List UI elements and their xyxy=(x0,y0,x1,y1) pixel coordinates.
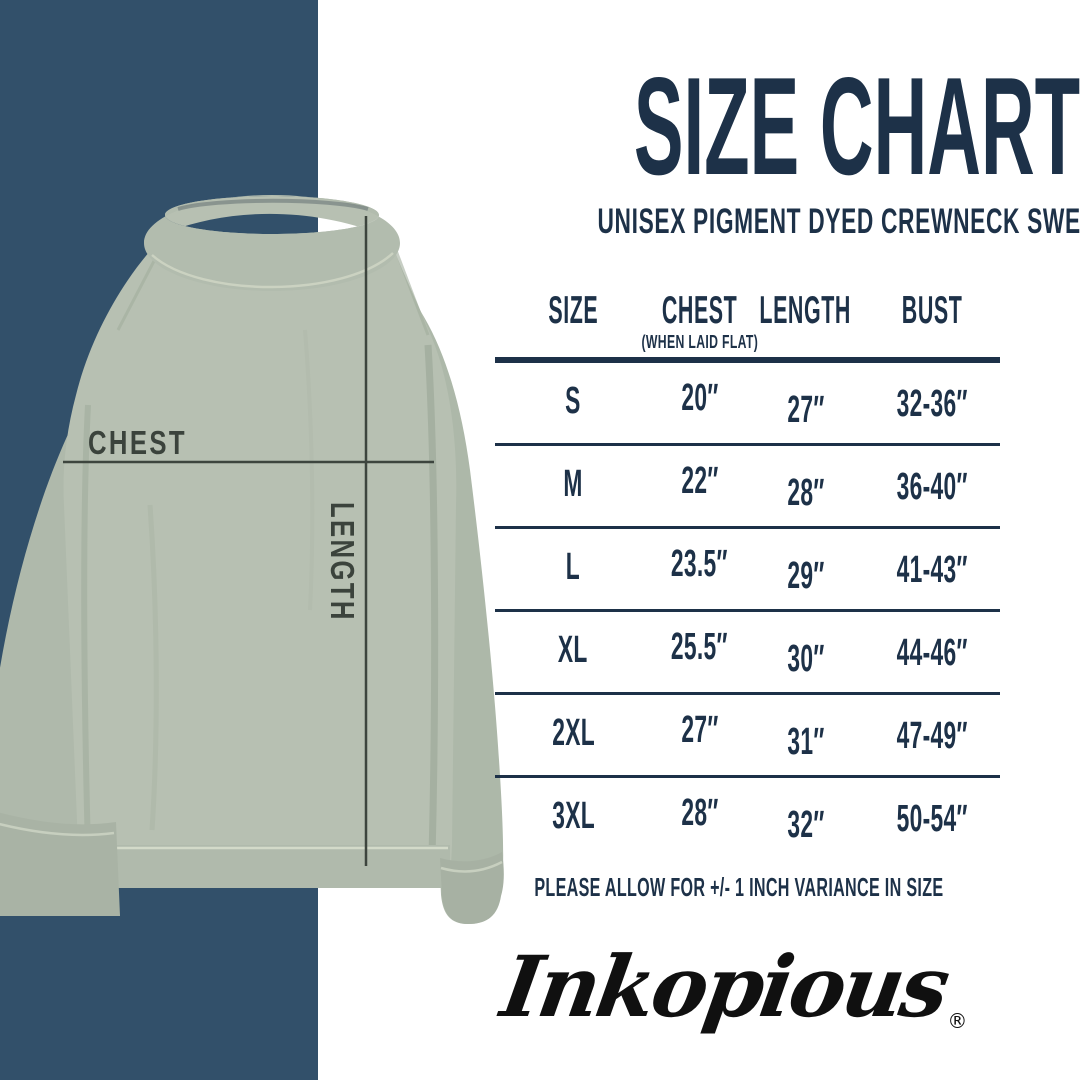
product-subtitle-text: UNISEX PIGMENT DYED CREWNECK SWEATSHIRT xyxy=(597,202,1080,241)
cell-length: 27″ xyxy=(747,363,863,443)
column-header-length-label: LENGTH xyxy=(759,289,852,332)
cell-size: XL xyxy=(495,612,652,692)
cell-size-value: 2XL xyxy=(551,712,595,754)
brand-logo-text: Inkopious xyxy=(494,937,954,1036)
cell-length: 30″ xyxy=(747,612,863,692)
page-title: SIZE CHART xyxy=(440,57,1080,196)
cell-chest-value: 28″ xyxy=(680,792,719,834)
cell-bust-value: 36-40″ xyxy=(896,466,968,508)
collar-stitch xyxy=(151,252,394,289)
cell-bust: 47-49″ xyxy=(864,695,1000,775)
size-table: SIZE CHEST (WHEN LAID FLAT) LENGTH BUST … xyxy=(495,281,1000,858)
cell-size: 3XL xyxy=(495,778,652,858)
cell-size: L xyxy=(495,529,652,609)
cell-chest-value: 20″ xyxy=(680,377,719,419)
cell-size: M xyxy=(495,446,652,526)
brand-logo: Inkopious® xyxy=(415,937,1055,1036)
hem-band xyxy=(80,845,450,888)
cell-size-value: L xyxy=(566,546,581,588)
fold-line xyxy=(147,504,159,831)
cell-size: 2XL xyxy=(495,695,652,775)
cell-bust: 32-36″ xyxy=(864,363,1000,443)
cell-size-value: XL xyxy=(558,629,589,671)
torso xyxy=(63,196,457,888)
cell-chest: 25.5″ xyxy=(652,612,748,692)
cell-chest: 28″ xyxy=(652,778,748,858)
cell-length-value: 29″ xyxy=(786,555,825,597)
column-header-size: SIZE xyxy=(495,281,652,357)
product-subtitle: UNISEX PIGMENT DYED CREWNECK SWEATSHIRT xyxy=(440,204,1080,239)
cell-size-value: 3XL xyxy=(551,795,595,837)
cell-chest-value: 27″ xyxy=(680,709,719,751)
cell-chest-value: 23.5″ xyxy=(671,543,728,585)
cell-size-value: S xyxy=(565,380,582,422)
table-row-l: L 23.5″ 29″ 41-43″ xyxy=(495,526,1000,609)
cell-length-value: 28″ xyxy=(786,472,825,514)
table-row-2xl: 2XL 27″ 31″ 47-49″ xyxy=(495,692,1000,775)
column-header-chest-label: CHEST xyxy=(661,289,738,332)
right-seam-shadow xyxy=(424,344,439,859)
cell-length-value: 30″ xyxy=(786,638,825,680)
column-header-bust: BUST xyxy=(864,281,1000,357)
right-shoulder-seam xyxy=(390,239,430,336)
column-header-bust-label: BUST xyxy=(901,289,963,332)
cell-bust: 36-40″ xyxy=(864,446,1000,526)
right-cuff-stitch xyxy=(440,860,503,873)
chest-subnote: (WHEN LAID FLAT) xyxy=(641,332,758,352)
cell-size: S xyxy=(495,363,652,443)
cell-chest: 23.5″ xyxy=(652,529,748,609)
cell-bust-value: 47-49″ xyxy=(896,715,968,757)
left-cuff xyxy=(0,812,120,916)
table-row-xl: XL 25.5″ 30″ 44-46″ xyxy=(495,609,1000,692)
cell-bust-value: 41-43″ xyxy=(896,549,968,591)
variance-note: PLEASE ALLOW FOR +/- 1 INCH VARIANCE IN … xyxy=(409,874,1049,900)
cell-length: 31″ xyxy=(747,695,863,775)
cell-size-value: M xyxy=(563,463,583,505)
chest-measure-label: CHEST xyxy=(88,425,187,462)
cell-bust-value: 50-54″ xyxy=(896,798,968,840)
variance-note-text: PLEASE ALLOW FOR +/- 1 INCH VARIANCE IN … xyxy=(534,872,944,902)
cell-bust: 44-46″ xyxy=(864,612,1000,692)
column-header-length: LENGTH xyxy=(747,281,863,357)
cell-length: 28″ xyxy=(747,446,863,526)
cell-length-value: 27″ xyxy=(786,389,825,431)
collar-inner-shadow xyxy=(177,198,369,211)
sweatshirt-illustration: CHEST LENGTH xyxy=(0,195,504,924)
cell-chest: 22″ xyxy=(652,446,748,526)
cell-bust-value: 44-46″ xyxy=(896,632,968,674)
table-row-3xl: 3XL 28″ 32″ 50-54″ xyxy=(495,775,1000,858)
column-header-chest: CHEST (WHEN LAID FLAT) xyxy=(641,281,757,357)
cell-length-value: 32″ xyxy=(786,804,825,846)
left-seam-shadow xyxy=(81,404,91,851)
cell-bust-value: 32-36″ xyxy=(896,383,968,425)
page-title-text: SIZE CHART xyxy=(633,49,1080,204)
cell-length: 32″ xyxy=(747,778,863,858)
table-body: S 20″ 27″ 32-36″ M 22″ 28″ 36-40″ L 23.5″ 29″ 41-43… xyxy=(495,363,1000,858)
content-column: SIZE CHART UNISEX PIGMENT DYED CREWNECK … xyxy=(440,0,1080,1080)
left-cuff-stitch xyxy=(0,822,115,837)
cell-chest: 27″ xyxy=(652,695,748,775)
table-row-s: S 20″ 27″ 32-36″ xyxy=(495,363,1000,443)
cell-length: 29″ xyxy=(747,529,863,609)
collar xyxy=(144,195,400,291)
cell-bust: 50-54″ xyxy=(864,778,1000,858)
fold-line-2 xyxy=(303,329,315,611)
table-header-row: SIZE CHEST (WHEN LAID FLAT) LENGTH BUST xyxy=(495,281,1000,363)
cell-chest-value: 22″ xyxy=(680,460,719,502)
cell-bust: 41-43″ xyxy=(864,529,1000,609)
cell-chest: 20″ xyxy=(652,363,748,443)
registered-trademark-icon: ® xyxy=(947,1009,968,1033)
cell-chest-value: 25.5″ xyxy=(671,626,728,668)
column-header-size-label: SIZE xyxy=(548,289,599,332)
length-measure-label: LENGTH xyxy=(323,502,360,622)
cell-length-value: 31″ xyxy=(786,721,825,763)
table-row-m: M 22″ 28″ 36-40″ xyxy=(495,443,1000,526)
